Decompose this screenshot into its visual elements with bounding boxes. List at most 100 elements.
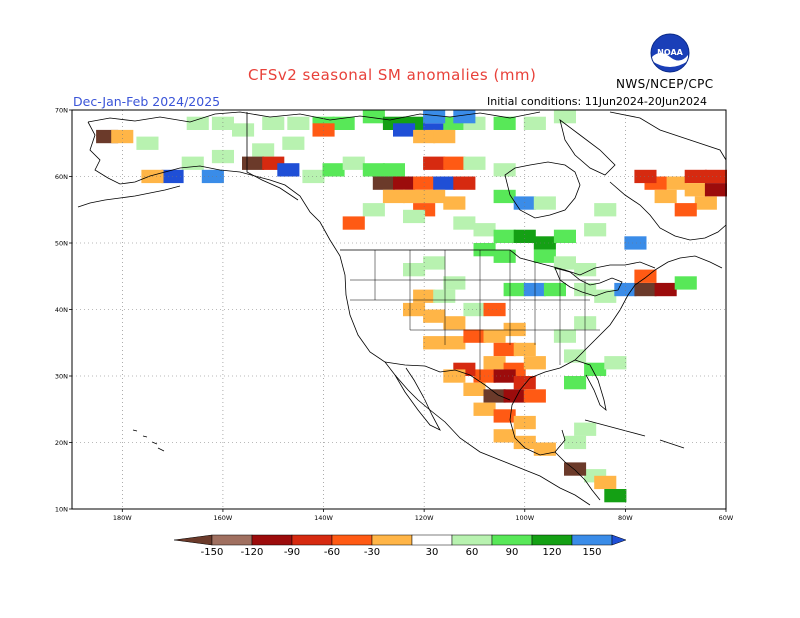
anomaly-cell [453,110,476,124]
anomaly-cell [684,169,707,184]
lat-tick-label: 20N [55,439,68,447]
anomaly-cell [312,123,335,137]
anomaly-cell [493,189,516,204]
lat-tick-label: 50N [55,240,68,248]
anomaly-cell [433,289,456,303]
anomaly-cell [513,342,536,357]
arctic-coastline [87,111,541,123]
anomaly-cell [342,156,365,170]
alaska-south-coastline [239,171,341,257]
baja-peninsula [394,367,441,431]
anomaly-cell [382,163,405,177]
anomaly-cell [242,156,265,170]
alaska-canada-border [246,112,299,201]
baffin-island-coastline [559,119,616,176]
anomaly-cell [483,389,506,403]
lat-lon-grid [72,110,726,509]
labrador-coastline [609,181,727,241]
anomaly-cell [403,209,426,224]
colorbar-label: 90 [505,547,519,558]
anomaly-cell [136,136,159,150]
anomaly-cell [493,429,516,443]
anomaly-cell [433,129,456,144]
anomaly-cell [523,356,546,370]
anomaly-cell [423,336,446,350]
anomaly-cell [423,156,446,170]
anomaly-cell [111,129,134,144]
lat-tick-label: 30N [55,373,68,381]
lon-tick-label: 60W [719,514,734,522]
hawaii-islands [132,429,165,452]
anomaly-cell [362,163,385,177]
organization-label: NWS/NCEP/CPC [616,77,714,91]
anomaly-cell [664,176,687,190]
season-label: Dec-Jan-Feb 2024/2025 [73,94,221,109]
colorbar-segment [491,534,533,546]
anomaly-cell [553,110,576,124]
anomaly-cell [277,163,300,177]
colorbar-segment [531,534,573,546]
anomaly-cell [252,143,275,157]
anomaly-cell [533,196,556,210]
anomaly-cell [443,156,466,170]
anomaly-cell [473,223,496,237]
anomaly-cell [453,216,476,230]
lon-tick-label: 80W [618,514,633,522]
anomaly-cell [211,149,234,164]
anomaly-cell [654,282,677,297]
anomaly-cell [443,316,466,330]
anomaly-cell [634,169,657,184]
colorbar-segment [331,534,373,546]
anomaly-cell [423,110,446,124]
anomaly-cell [503,282,526,297]
anomaly-cell [186,116,209,130]
logo-lettering: NOAA [657,48,683,57]
anomaly-cell [493,342,516,357]
anomaly-cell [533,442,556,456]
anomaly-cell [564,462,587,476]
anomaly-cell [533,249,556,263]
alaska-west-coastline [87,121,241,185]
anomaly-cell [332,116,355,130]
noaa-logo-icon: NOAA [650,33,690,73]
anomaly-cell [372,176,395,190]
anomaly-cell [443,336,466,350]
caribbean-islands [584,419,685,449]
anomaly-cell [674,203,697,217]
anomaly-cell [382,189,405,204]
anomaly-cell [413,129,436,144]
anomaly-cell [483,302,506,317]
anomaly-cell [211,116,234,130]
lat-tick-label: 60N [55,173,68,181]
anomaly-cell [287,116,310,130]
anomaly-cell [473,402,496,416]
lat-tick-label: 10N [55,506,68,514]
anomaly-cell [453,176,476,190]
anomaly-cell [564,376,587,390]
anomaly-cell [684,183,707,197]
lon-tick-label: 140W [314,514,333,522]
anomaly-cell [483,356,506,370]
lon-tick-label: 180W [113,514,132,522]
anomaly-cell [564,435,587,450]
colorbar-label: -30 [363,547,381,558]
colorbar-segment [291,534,333,546]
anomaly-cell [362,110,385,124]
anomaly-cell [634,282,657,297]
anomaly-cell [463,156,486,170]
coastlines-and-borders [77,111,727,506]
lat-tick-label: 70N [55,107,68,115]
anomaly-cell [543,282,566,297]
hudson-bay-coastline [504,161,581,219]
colorbar-segment [451,534,493,546]
west-coastline [339,255,591,506]
lon-tick-label: 100W [515,514,534,522]
lat-tick-label: 40N [55,306,68,314]
great-lakes [554,267,623,297]
colorbar-segment [571,534,613,546]
lon-tick-label: 120W [415,514,434,522]
anomaly-cell [403,189,426,204]
central-america [554,451,601,501]
